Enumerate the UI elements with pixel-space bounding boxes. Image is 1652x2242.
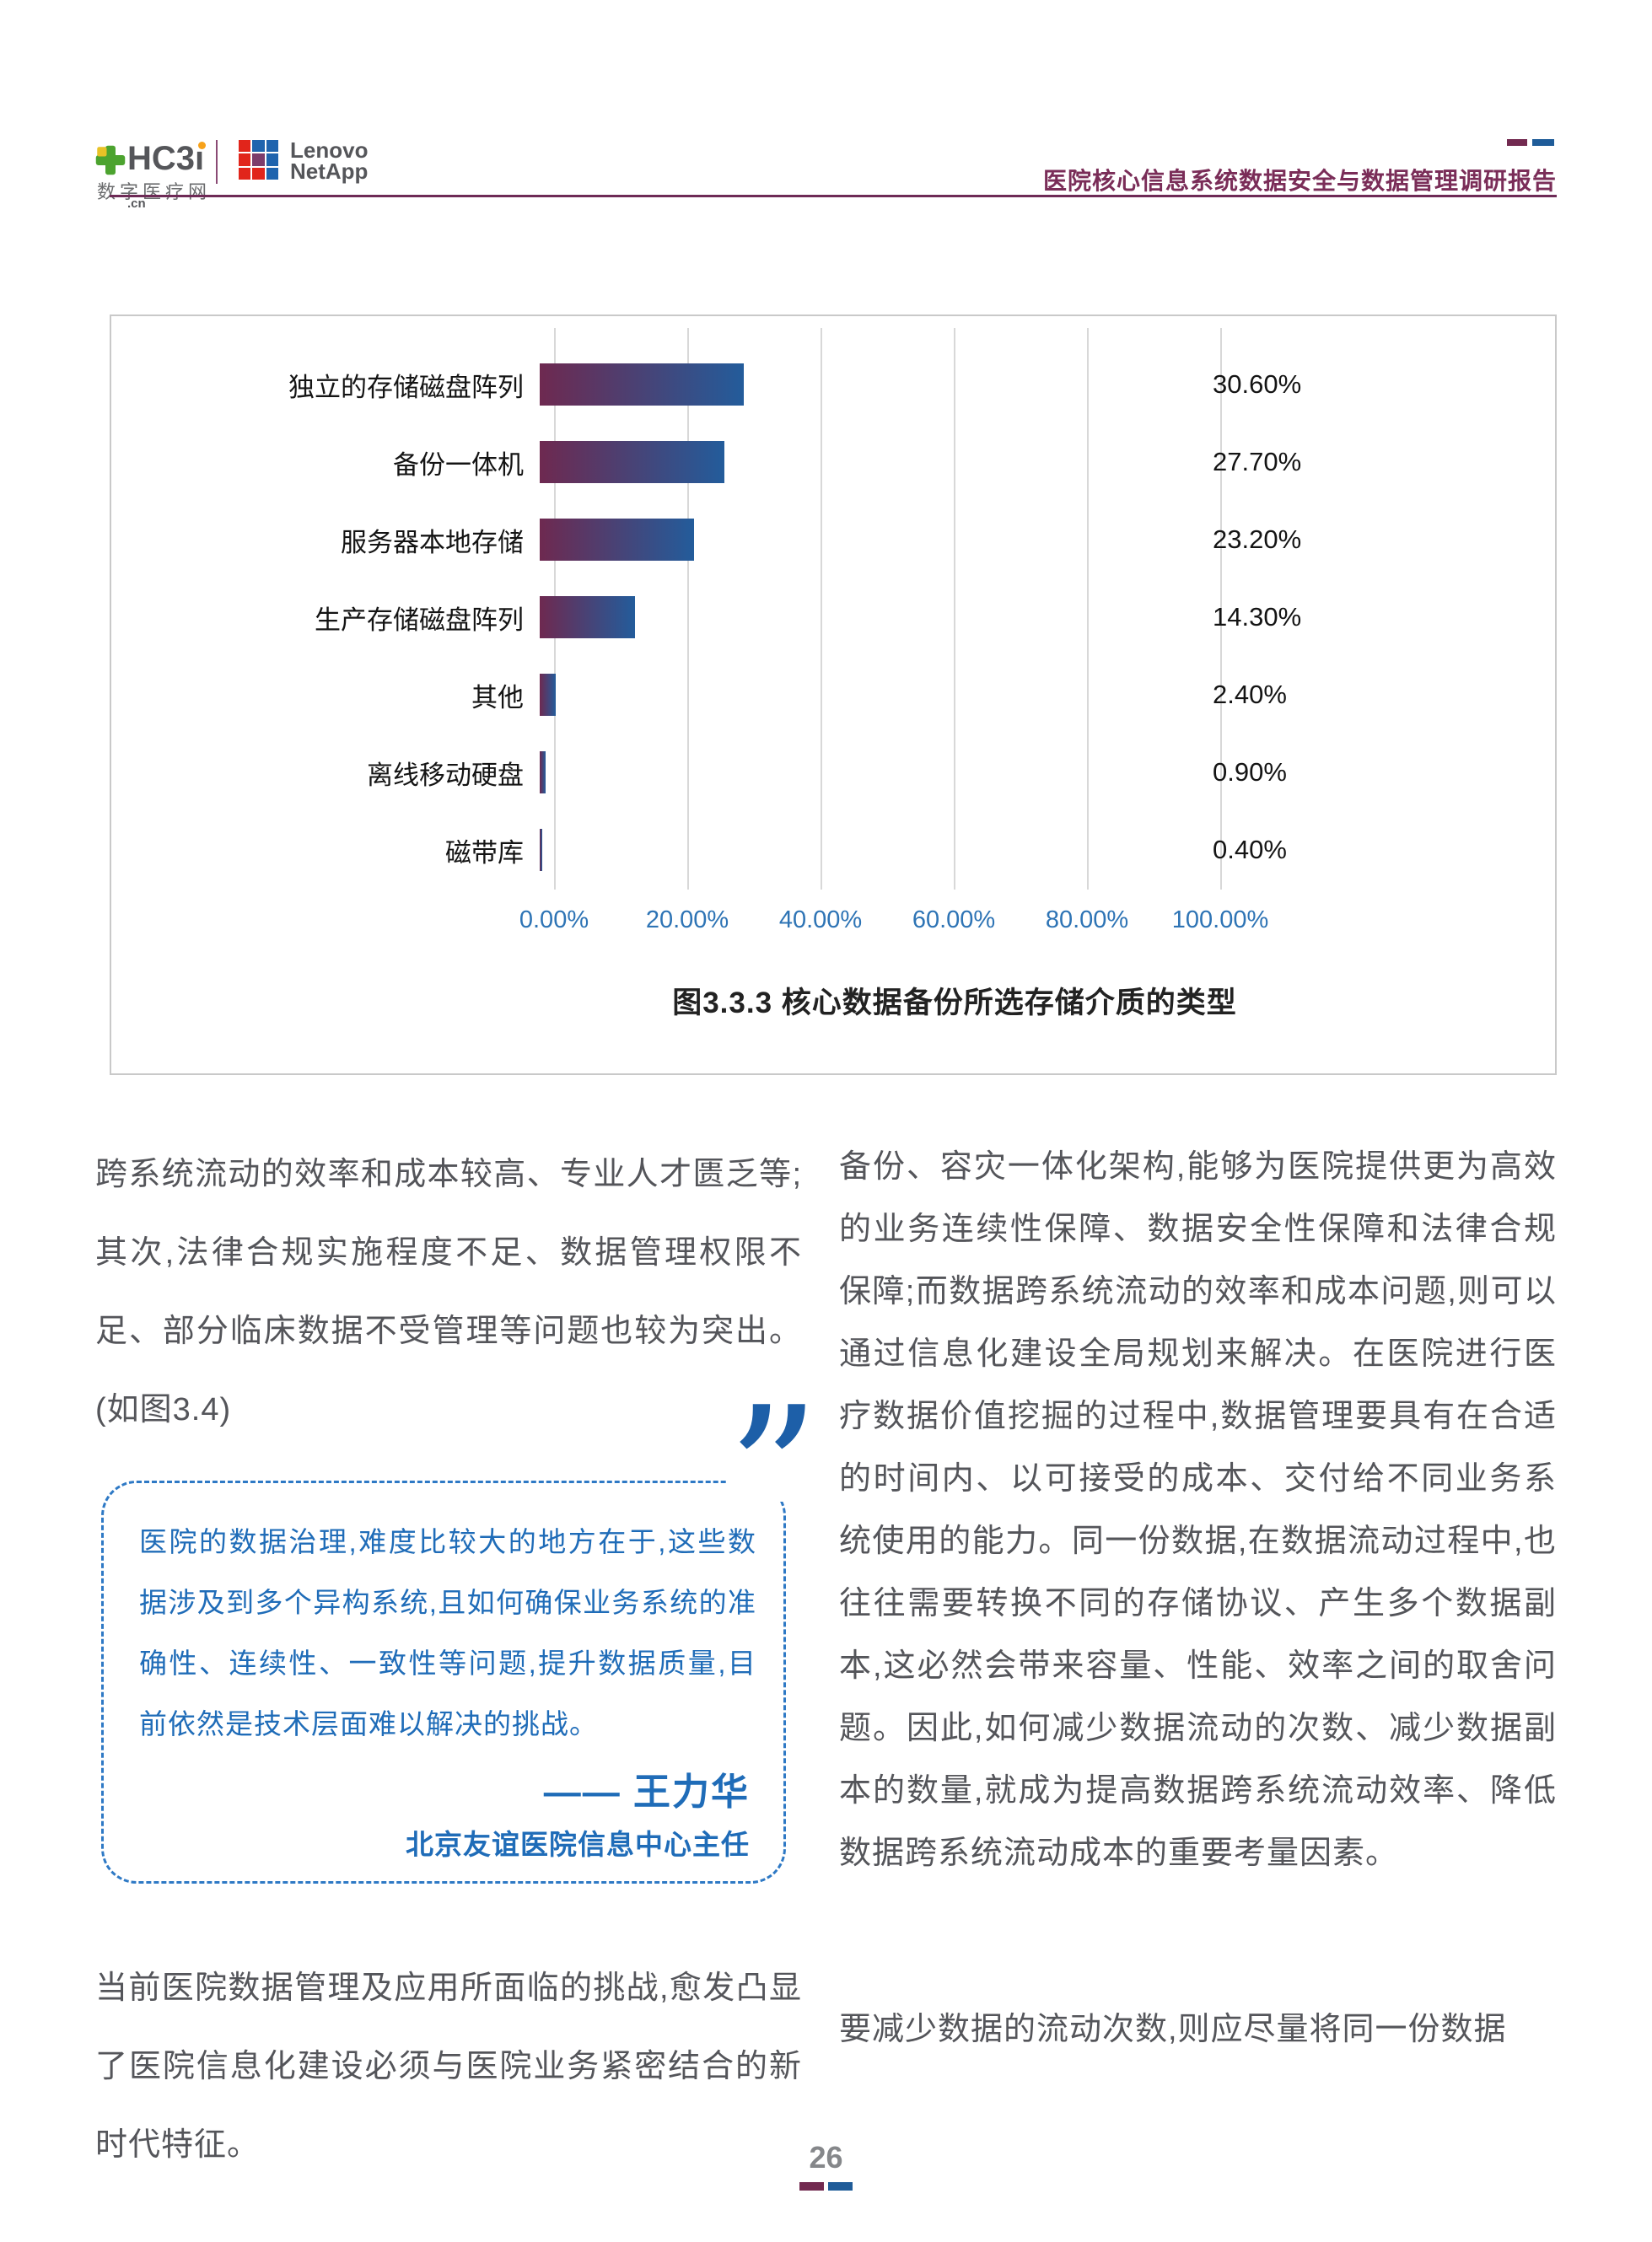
bar xyxy=(540,441,724,483)
hc3i-wordmark: HC3ı .cn xyxy=(127,140,207,211)
report-title: 医院核心信息系统数据安全与数据管理调研报告 xyxy=(1042,168,1557,194)
x-tick-label: 20.00% xyxy=(645,906,729,933)
storage-media-bar-chart: 独立的存储磁盘阵列 30.60% 备份一体机 27.70% 服务器本地存储 23.20% 生… xyxy=(110,315,1557,1075)
bar-track xyxy=(539,441,1205,483)
bar-track xyxy=(539,751,1205,793)
lenovo-netapp-grid-icon xyxy=(239,140,278,180)
x-tick-label: 0.00% xyxy=(519,906,589,933)
header-rule xyxy=(110,195,1557,197)
gridline-40.00% xyxy=(821,328,822,890)
x-tick-label: 100.00% xyxy=(1171,906,1269,933)
category-label: 磁带库 xyxy=(445,837,524,868)
gridline-20.00% xyxy=(687,328,689,890)
chart-row: 服务器本地存储 23.20% xyxy=(111,501,1555,578)
bar-track xyxy=(539,519,1205,561)
bar-track xyxy=(539,674,1205,716)
quote-author: —— 王力华 xyxy=(543,1772,750,1813)
left-column-paragraph-2: 当前医院数据管理及应用所面临的挑战,愈发凸显了医院信息化建设必须与医院业务紧密结… xyxy=(95,1970,802,2163)
value-label: 14.30% xyxy=(1213,602,1302,632)
chart-caption: 图3.3.3 核心数据备份所选存储介质的类型 xyxy=(672,987,1237,1019)
chart-row: 备份一体机 27.70% xyxy=(111,423,1555,501)
page-number: 26 xyxy=(809,2140,843,2175)
maroon-rect xyxy=(799,2182,824,2191)
category-label: 服务器本地存储 xyxy=(341,527,524,557)
quote-box: ” 医院的数据治理,难度比较大的地方在于,这些数据涉及到多个异构系统,且如何确保… xyxy=(101,1383,821,1884)
quotation-mark-icon: ” xyxy=(726,1368,821,1579)
x-tick-label: 40.00% xyxy=(778,906,863,933)
right-column-paragraph-1: 备份、容灾一体化架构,能够为医院提供更为高效的业务连续性保障、数据安全性保障和法… xyxy=(839,1149,1557,1871)
bar xyxy=(540,751,546,793)
blue-rect xyxy=(828,2182,853,2191)
value-label: 2.40% xyxy=(1213,680,1287,709)
value-label: 0.40% xyxy=(1213,835,1287,864)
category-label: 独立的存储磁盘阵列 xyxy=(288,372,524,402)
value-label: 23.20% xyxy=(1213,524,1302,554)
category-label: 离线移动硬盘 xyxy=(367,760,524,790)
gridline-80.00% xyxy=(1087,328,1089,890)
value-label: 30.60% xyxy=(1213,369,1302,399)
value-label: 27.70% xyxy=(1213,447,1302,476)
bar-track xyxy=(539,829,1205,871)
header-accent-rects xyxy=(1507,139,1554,146)
bar xyxy=(540,829,543,871)
chart-row: 独立的存储磁盘阵列 30.60% xyxy=(111,346,1555,423)
header-logo-divider xyxy=(216,140,218,184)
category-label: 其他 xyxy=(471,682,524,712)
bar xyxy=(540,674,556,716)
lenovo-netapp-wordmark: Lenovo NetApp xyxy=(290,137,369,184)
hc3i-cross-icon xyxy=(95,145,126,175)
chart-rows: 独立的存储磁盘阵列 30.60% 备份一体机 27.70% 服务器本地存储 23.20% 生… xyxy=(111,346,1555,889)
gridline-100.00% xyxy=(1220,328,1222,890)
value-label: 0.90% xyxy=(1213,757,1287,787)
hc3i-subtitle: 数字医疗网 xyxy=(97,181,212,202)
right-column-paragraph-2: 要减少数据的流动次数,则应尽量将同一份数据 xyxy=(839,2012,1507,2047)
gridline-60.00% xyxy=(954,328,955,890)
bar xyxy=(540,596,635,638)
chart-row: 其他 2.40% xyxy=(111,656,1555,734)
bar xyxy=(540,519,695,561)
chart-row: 生产存储磁盘阵列 14.30% xyxy=(111,578,1555,656)
category-label: 备份一体机 xyxy=(393,449,524,480)
chart-row: 磁带库 0.40% xyxy=(111,811,1555,889)
bar xyxy=(540,363,744,406)
x-tick-label: 80.00% xyxy=(1045,906,1129,933)
chart-row: 离线移动硬盘 0.90% xyxy=(111,734,1555,811)
bar-track xyxy=(539,596,1205,638)
quote-author-title: 北京友谊医院信息中心主任 xyxy=(406,1829,750,1860)
bar-track xyxy=(539,363,1205,406)
blue-rect xyxy=(1532,139,1554,146)
hc3i-logo: HC3ı .cn 数字医疗网 xyxy=(95,140,222,211)
x-tick-label: 60.00% xyxy=(912,906,996,933)
lenovo-netapp-logo: Lenovo NetApp xyxy=(239,137,369,191)
maroon-rect xyxy=(1507,139,1527,146)
hc3i-orange-dot xyxy=(198,142,207,149)
footer-accent-rects xyxy=(0,2182,1652,2191)
quote-text: 医院的数据治理,难度比较大的地方在于,这些数据涉及到多个异构系统,且如何确保业务… xyxy=(139,1526,756,1739)
category-label: 生产存储磁盘阵列 xyxy=(315,605,524,635)
left-column-paragraph-1: 跨系统流动的效率和成本较高、专业人才匮乏等;其次,法律合规实施程度不足、数据管理… xyxy=(95,1157,802,1427)
